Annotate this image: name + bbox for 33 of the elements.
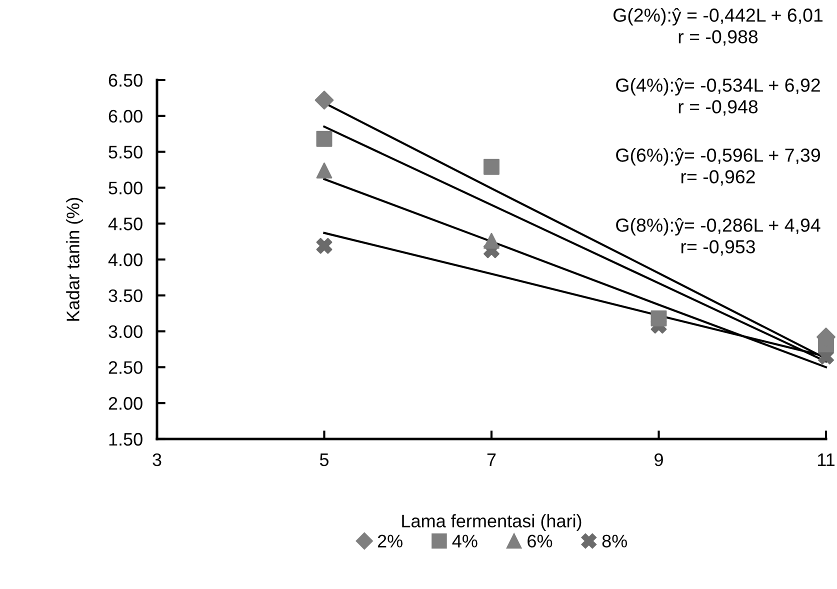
x-tick-label: 3 [152, 453, 162, 466]
y-tick-label: 3.00 [108, 325, 142, 338]
y-axis-title: Kadar tanin (%) [66, 198, 83, 321]
x-tick-label: 11 [818, 454, 834, 466]
y-tick-label: 1.50 [109, 432, 142, 446]
annotation: G(4%):ŷ= -0,534L + 6,92 r = -0,948 [616, 78, 820, 116]
point [316, 130, 332, 147]
point [650, 310, 667, 326]
annotation: G(8%):ŷ= -0,286L + 4,94 r= -0,953 [616, 218, 820, 256]
text: G(2%):ŷ = -0,442L + 6,01 r = -0,988 [614, 8, 823, 46]
x-axis-title: Lama fermentasi (hari) [402, 514, 582, 531]
legend-label: 4% [452, 534, 478, 548]
y-tick-label: 6.50 [108, 74, 142, 87]
point [316, 162, 332, 178]
y-tick-label: 5.00 [108, 182, 142, 194]
point [316, 238, 332, 254]
legend-label: 6% [528, 534, 552, 548]
x-tick-label: 7 [487, 454, 496, 466]
point [484, 158, 500, 175]
y-tick-label: 4.00 [108, 253, 142, 266]
legend-label: 2% [378, 534, 402, 548]
y-tick-label: 3.50 [108, 289, 142, 302]
y-tick-label: 6.00 [108, 110, 142, 123]
legend-label: 8% [602, 534, 628, 548]
y-tick-label: 2.00 [108, 397, 142, 410]
y-tick-label: 4.50 [108, 218, 142, 230]
point [484, 232, 500, 249]
point [314, 90, 334, 110]
x-tick-label: 5 [320, 454, 329, 466]
x-tick-label: 9 [654, 453, 663, 466]
annotation: G(6%):ŷ= -0,596L + 7,39 r= -0,962 [616, 148, 820, 186]
y-tick-label: 2.50 [108, 361, 142, 374]
y-tick-label: 5.50 [108, 146, 142, 159]
